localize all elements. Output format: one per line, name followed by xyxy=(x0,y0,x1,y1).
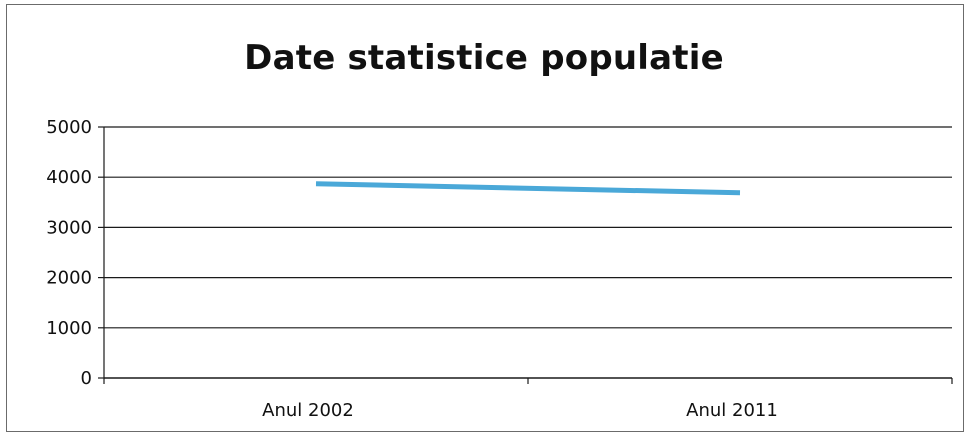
y-tick-label: 1000 xyxy=(46,318,92,339)
y-tick-label: 5000 xyxy=(46,117,92,138)
chart-title: Date statistice populatie xyxy=(244,38,724,78)
y-tick-label: 2000 xyxy=(46,268,92,289)
y-axis-tick-labels: 0 1000 2000 3000 4000 5000 xyxy=(46,117,92,389)
gridlines xyxy=(104,126,952,329)
y-tick-label: 4000 xyxy=(46,167,92,188)
axes xyxy=(98,126,953,384)
y-tick-label: 3000 xyxy=(46,217,92,238)
x-tick-label: Anul 2011 xyxy=(686,400,778,421)
x-axis-tick-labels: Anul 2002 Anul 2011 xyxy=(262,400,778,421)
series-line xyxy=(315,181,741,196)
chart-frame xyxy=(6,4,964,432)
x-tick-label: Anul 2002 xyxy=(262,400,354,421)
y-tick-label: 0 xyxy=(81,368,92,389)
series-lines xyxy=(315,181,741,196)
